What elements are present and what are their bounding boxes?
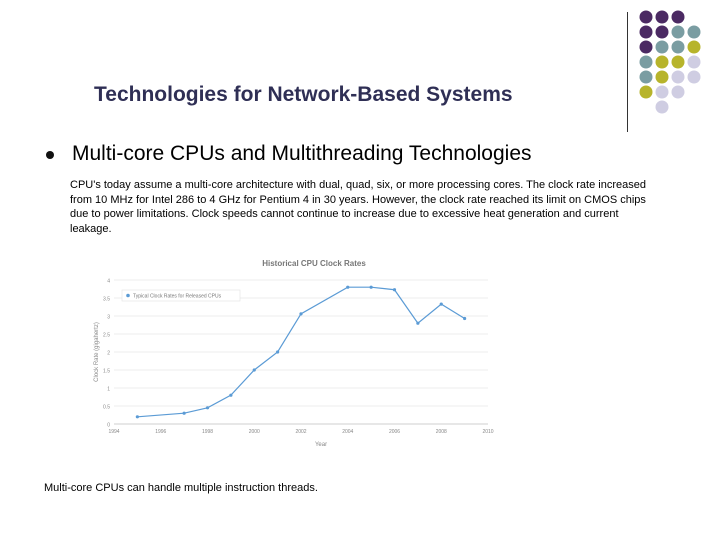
decorative-dot: [655, 85, 669, 99]
data-point: [392, 288, 397, 292]
y-tick-label: 2.5: [103, 333, 110, 339]
y-tick-label: 0: [107, 423, 110, 429]
y-tick-label: 1.5: [103, 369, 110, 375]
decorative-dot: [655, 40, 669, 54]
decorative-dot: [639, 70, 653, 84]
x-axis-label: Year: [315, 442, 327, 448]
decorative-dot-grid: [639, 10, 701, 114]
x-tick-label: 2002: [295, 429, 306, 435]
clock-rate-chart: Historical CPU Clock Rates 0 0.5 1 1.5 2 2.5 3 3…: [94, 259, 494, 448]
decorative-dot: [639, 85, 653, 99]
decorative-dot: [639, 40, 653, 54]
x-tick-label: 2008: [436, 429, 447, 435]
legend-box: [121, 289, 241, 302]
decorative-dot: [671, 10, 685, 24]
decorative-dot: [655, 70, 669, 84]
data-point: [229, 393, 233, 397]
decorative-dot: [639, 10, 653, 24]
data-point: [463, 316, 467, 321]
header-divider: [627, 12, 628, 132]
x-tick-label: 1998: [202, 429, 213, 435]
data-point: [276, 350, 280, 354]
data-point: [135, 415, 139, 419]
chart-title: Historical CPU Clock Rates: [262, 259, 366, 268]
decorative-dot: [687, 25, 701, 39]
decorative-dot: [687, 40, 701, 54]
data-point: [182, 411, 186, 415]
footer-note: Multi-core CPUs can handle multiple inst…: [44, 482, 318, 494]
data-point: [346, 285, 350, 289]
body-paragraph: CPU's today assume a multi-core architec…: [70, 179, 646, 235]
y-axis-label: Clock Rate (gigahertz): [94, 322, 100, 382]
data-point: [416, 321, 420, 325]
y-tick-label: 4: [107, 279, 110, 285]
decorative-dot: [639, 25, 653, 39]
bullet-icon: [46, 151, 54, 159]
x-tick-label: 1994: [108, 429, 119, 435]
decorative-dot: [655, 100, 669, 114]
y-tick-label: 2: [107, 351, 110, 357]
decorative-dot: [671, 55, 685, 69]
data-point: [439, 302, 443, 306]
decorative-dot: [687, 55, 701, 69]
x-tick-label: 2006: [389, 429, 400, 435]
y-tick-label: 3: [107, 315, 110, 321]
y-tick-label: 3.5: [103, 297, 110, 303]
data-point: [369, 285, 373, 289]
decorative-dot: [639, 55, 653, 69]
data-point: [299, 312, 303, 316]
legend-marker: [126, 293, 130, 298]
data-point: [252, 368, 256, 372]
y-tick-label: 1: [107, 387, 110, 393]
x-tick-label: 1996: [155, 429, 166, 435]
slide-title: Technologies for Network-Based Systems: [94, 83, 513, 106]
x-tick-label: 2004: [342, 429, 353, 435]
y-tick-label: 0.5: [103, 405, 110, 411]
decorative-dot: [655, 25, 669, 39]
x-tick-label: 2010: [482, 429, 493, 435]
decorative-dot: [671, 25, 685, 39]
decorative-dot: [687, 70, 701, 84]
decorative-dot: [671, 40, 685, 54]
data-point: [205, 406, 210, 410]
decorative-dot: [655, 10, 669, 24]
decorative-dot: [671, 70, 685, 84]
decorative-dot: [655, 55, 669, 69]
decorative-dot: [671, 85, 685, 99]
x-tick-label: 2000: [249, 429, 260, 435]
legend-label: Typical Clock Rates for Released CPUs: [133, 294, 222, 300]
section-heading: Multi-core CPUs and Multithreading Techn…: [72, 142, 532, 165]
